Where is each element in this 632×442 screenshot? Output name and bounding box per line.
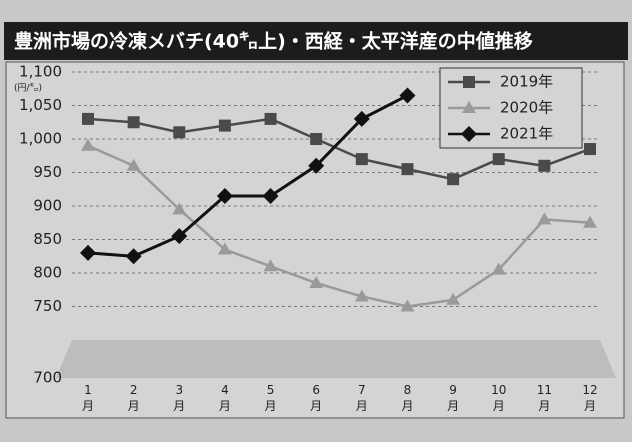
point [125,248,142,265]
point [355,153,368,166]
point [491,262,506,275]
x-tick-unit: 月 [265,399,277,413]
y-tick-label: 700 [33,369,62,387]
point [264,112,277,125]
point [583,215,597,228]
x-tick-unit: 月 [538,399,550,413]
point [217,242,232,255]
x-tick-unit: 月 [584,399,596,413]
point [218,119,231,132]
point [447,173,460,186]
x-tick-number: 9 [449,383,457,397]
x-tick-unit: 月 [219,399,231,413]
legend-label: 2019年 [500,73,553,91]
y-tick-label: 900 [33,197,62,215]
point [353,110,370,127]
y-axis-label: (円/㌔) [14,83,42,94]
point [126,158,141,171]
x-tick-number: 2 [130,383,138,397]
x-tick-number: 1 [84,383,92,397]
title-bar [4,22,628,60]
series-line [87,117,591,181]
x-tick-number: 4 [221,383,229,397]
x-tick-unit: 月 [310,399,322,413]
x-tick-unit: 月 [128,399,140,413]
point [82,112,94,125]
point [173,126,186,139]
point [446,292,461,305]
point [308,157,325,174]
x-tick-unit: 月 [82,399,94,413]
y-tick-label: 1,050 [19,96,62,114]
point [262,187,279,204]
point [80,244,96,261]
point [263,259,278,272]
y-tick-label: 800 [33,264,62,282]
x-tick-number: 8 [404,383,412,397]
point [538,159,551,172]
legend-marker [461,126,477,142]
x-tick-number: 5 [267,383,275,397]
legend-label: 2021年 [500,125,553,143]
x-tick-number: 11 [537,383,552,397]
point [400,299,415,312]
series-line [87,144,591,308]
point [81,138,95,151]
point [492,153,505,166]
floor [56,340,616,378]
point [171,228,188,245]
y-tick-label: 950 [33,163,62,181]
point [537,212,552,225]
y-tick-label: 850 [33,230,62,248]
x-tick-number: 7 [358,383,366,397]
point [399,87,416,104]
x-tick-number: 10 [491,383,506,397]
x-tick-label: 11 月 [537,383,552,413]
y-tick-label: 1,000 [19,130,62,148]
x-tick-unit: 月 [493,399,505,413]
x-tick-unit: 月 [401,399,413,413]
point [172,202,187,215]
point [354,289,369,302]
x-tick-number: 12 [582,383,597,397]
x-tick-unit: 月 [356,399,368,413]
y-tick-label: 1,100 [19,63,62,81]
legend-marker [462,101,476,113]
chart-title: 豊洲市場の冷凍メバチ(40㌔上)・西経・太平洋産の中値推移 [14,30,533,53]
x-tick-label: 10 月 [491,383,506,413]
y-tick-label: 750 [33,297,62,315]
legend-marker [463,76,475,88]
x-tick-unit: 月 [447,399,459,413]
series-line [87,94,409,258]
point [309,276,324,289]
x-tick-number: 3 [175,383,183,397]
point [310,133,323,145]
x-tick-unit: 月 [173,399,185,413]
point [584,143,596,156]
point [401,163,414,176]
x-tick-number: 6 [312,383,320,397]
point [127,116,140,129]
legend-label: 2020年 [500,99,553,117]
x-tick-label: 12 月 [582,383,597,413]
point [216,187,233,204]
